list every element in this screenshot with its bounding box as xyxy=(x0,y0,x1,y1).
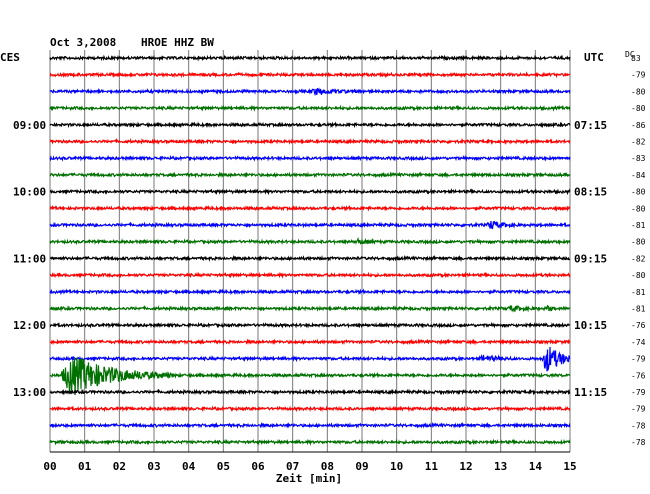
dc-offset-label: -78 xyxy=(631,421,646,430)
trace-15 xyxy=(49,304,571,313)
header-station: HROE HHZ BW xyxy=(141,36,214,49)
dc-offset-label: -86 xyxy=(631,121,646,130)
left-time-label: 11:00 xyxy=(13,252,46,265)
x-tick-label: 01 xyxy=(78,460,92,473)
trace-20 xyxy=(49,388,571,396)
dc-offset-label: -80 xyxy=(631,188,646,197)
right-time-label: 10:15 xyxy=(574,319,607,332)
x-tick-label: 13 xyxy=(494,460,507,473)
header-date: Oct 3,2008 xyxy=(50,36,116,49)
trace-5 xyxy=(49,137,571,146)
trace-group xyxy=(49,54,571,446)
x-tick-group: 00 01 02 03 04 05 06 07 08 09 10 11 12 13 14 15 xyxy=(43,460,576,473)
x-tick-label: 10 xyxy=(390,460,403,473)
trace-14 xyxy=(49,288,571,296)
right-time-label: 09:15 xyxy=(574,252,607,265)
dc-offset-label: -83 xyxy=(631,154,646,163)
trace-10 xyxy=(49,220,571,229)
plot-grid xyxy=(49,50,571,453)
dc-offset-label: -76 xyxy=(631,371,646,380)
trace-4 xyxy=(49,121,571,129)
x-tick-label: 04 xyxy=(182,460,196,473)
x-tick-label: 05 xyxy=(217,460,230,473)
dc-offset-label: -79 xyxy=(631,388,646,397)
x-tick-label: 07 xyxy=(286,460,299,473)
dc-offset-group: 83 -79 -80 -80 -86 -82 -83 -84 -80 -80 -81 -80 -82 -8… xyxy=(631,54,646,447)
trace-13 xyxy=(49,271,571,279)
trace-18 xyxy=(49,346,571,372)
right-time-label: 11:15 xyxy=(574,386,607,399)
dc-offset-label: -84 xyxy=(631,171,646,180)
time-label-group: 09:00 10:00 11:00 12:00 13:00 07:15 08:15 09:15… xyxy=(13,119,607,399)
dc-offset-label: -74 xyxy=(631,338,646,347)
trace-1 xyxy=(49,71,571,79)
dc-offset-label: -79 xyxy=(631,355,646,364)
right-timezone-label: UTC xyxy=(584,51,604,64)
x-tick-label: 08 xyxy=(321,460,334,473)
trace-3 xyxy=(49,104,571,112)
x-tick-label: 15 xyxy=(563,460,576,473)
x-axis-label: Zeit [min] xyxy=(276,472,342,485)
trace-6 xyxy=(49,154,571,162)
x-tick-label: 06 xyxy=(251,460,265,473)
trace-17 xyxy=(49,338,571,346)
trace-2 xyxy=(49,87,571,97)
trace-12 xyxy=(49,254,571,263)
dc-offset-label: -79 xyxy=(631,71,646,80)
x-tick-label: 12 xyxy=(459,460,472,473)
trace-21 xyxy=(49,405,571,413)
x-tick-label: 11 xyxy=(425,460,439,473)
trace-0 xyxy=(49,54,571,62)
left-time-label: 09:00 xyxy=(13,119,46,132)
trace-7 xyxy=(49,171,571,179)
trace-19 xyxy=(49,357,571,395)
left-timezone-label: CES xyxy=(0,51,20,64)
right-time-label: 08:15 xyxy=(574,186,607,199)
dc-offset-label: -79 xyxy=(631,405,646,414)
trace-22 xyxy=(49,421,571,430)
dc-offset-label: -76 xyxy=(631,321,646,330)
trace-16 xyxy=(49,321,571,329)
dc-offset-label: -80 xyxy=(631,87,646,96)
dc-offset-label: 83 xyxy=(631,54,641,63)
x-tick-label: 03 xyxy=(147,460,160,473)
dc-label: DC xyxy=(625,50,635,59)
right-time-label: 07:15 xyxy=(574,119,607,132)
x-tick-label: 14 xyxy=(529,460,543,473)
trace-11 xyxy=(49,236,571,246)
x-tick-label: 09 xyxy=(355,460,368,473)
dc-offset-label: -78 xyxy=(631,438,646,447)
trace-9 xyxy=(49,204,571,212)
dc-offset-label: -80 xyxy=(631,238,646,247)
dc-offset-label: -82 xyxy=(631,254,646,263)
dc-offset-label: -81 xyxy=(631,305,646,314)
left-time-label: 12:00 xyxy=(13,319,46,332)
dc-offset-label: -80 xyxy=(631,271,646,280)
dc-offset-label: -81 xyxy=(631,221,646,230)
trace-23 xyxy=(49,438,571,446)
x-tick-label: 02 xyxy=(113,460,126,473)
dc-offset-label: -82 xyxy=(631,138,646,147)
dc-offset-label: -80 xyxy=(631,104,646,113)
left-time-label: 13:00 xyxy=(13,386,46,399)
left-time-label: 10:00 xyxy=(13,186,46,199)
x-tick-label: 00 xyxy=(43,460,56,473)
trace-8 xyxy=(49,188,571,196)
dc-offset-label: -81 xyxy=(631,288,646,297)
dc-offset-label: -80 xyxy=(631,204,646,213)
